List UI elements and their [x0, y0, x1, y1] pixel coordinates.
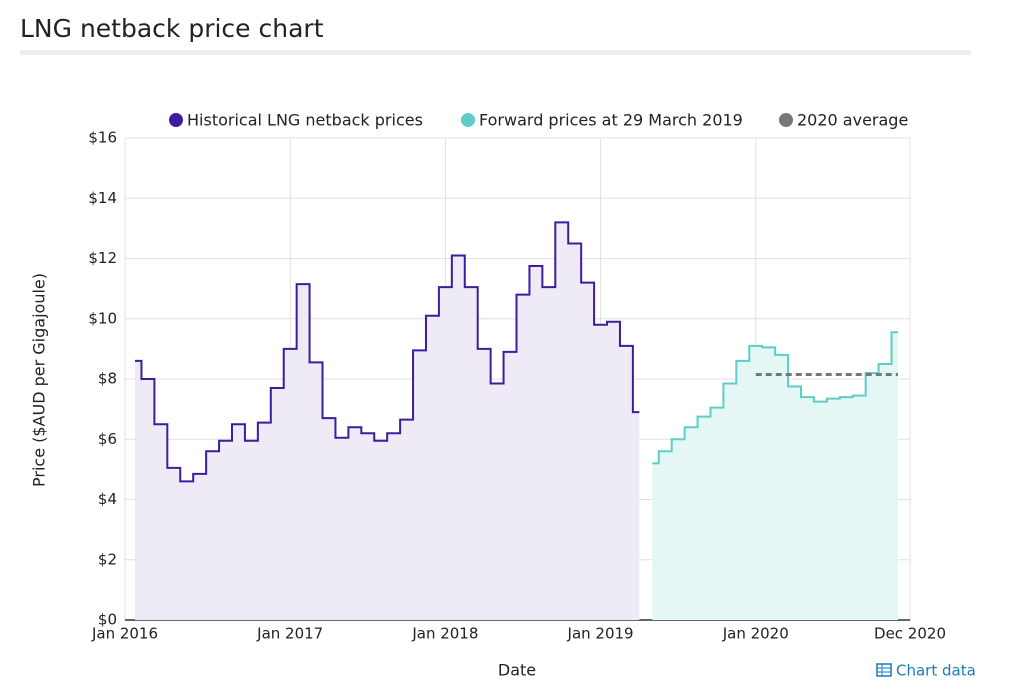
legend-label: 2020 average [797, 111, 908, 130]
legend-marker [461, 113, 475, 127]
x-tick-label: Jan 2017 [256, 625, 323, 643]
y-tick-label: $14 [88, 189, 117, 207]
legend-label: Forward prices at 29 March 2019 [479, 111, 743, 130]
x-tick-label: Jan 2016 [91, 625, 158, 643]
y-tick-label: $4 [98, 490, 117, 508]
area [652, 332, 898, 620]
y-tick-label: $8 [98, 370, 117, 388]
legend-label: Historical LNG netback prices [187, 111, 423, 130]
chart-title: LNG netback price chart [20, 14, 324, 43]
legend-marker [779, 113, 793, 127]
chart-data-link-text[interactable]: Chart data [896, 662, 976, 680]
x-tick-label: Jan 2019 [567, 625, 634, 643]
x-axis-label: Date [498, 661, 536, 680]
area [135, 222, 640, 620]
y-tick-label: $2 [98, 550, 117, 568]
step-line [135, 221, 640, 483]
y-tick-label: $0 [98, 611, 117, 629]
y-tick-label: $16 [88, 129, 117, 147]
step-line [652, 331, 898, 465]
table-icon [876, 663, 892, 677]
title-underline [20, 50, 971, 55]
x-tick-label: Jan 2018 [411, 625, 478, 643]
y-axis-label: Price ($AUD per Gigajoule) [30, 273, 49, 487]
chart-data-link[interactable]: Chart data [876, 662, 976, 680]
y-tick-label: $6 [98, 430, 117, 448]
x-tick-label: Jan 2020 [722, 625, 789, 643]
legend-marker [169, 113, 183, 127]
x-tick-label: Dec 2020 [874, 625, 946, 643]
y-tick-label: $12 [88, 249, 117, 267]
y-tick-label: $10 [88, 309, 117, 327]
